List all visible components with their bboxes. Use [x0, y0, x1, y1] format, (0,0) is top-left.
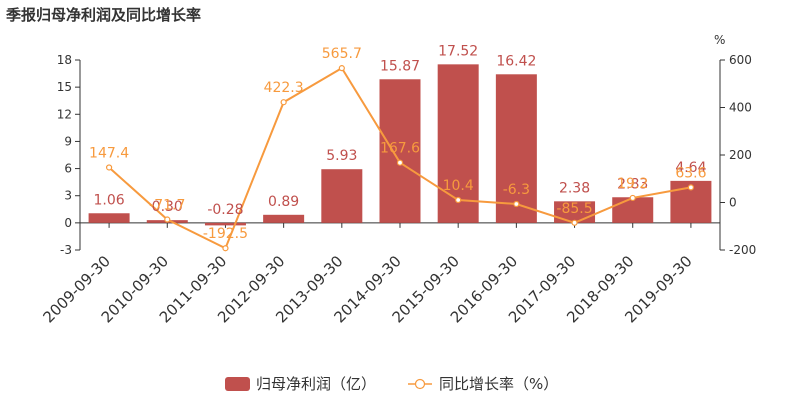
line-point	[222, 245, 229, 252]
right-tick-label: -200	[729, 243, 756, 257]
bar	[612, 197, 654, 223]
data-labels: 1.06 0.30 -0.28 0.89 5.93 15.87 17.52 16.42 2.38…	[89, 43, 707, 242]
right-tick-label: 600	[729, 53, 752, 67]
bar-value-label: 2.83	[617, 176, 648, 192]
right-tick-label: 0	[729, 196, 737, 210]
chart-title: 季报归母净利润及同比增长率	[6, 6, 201, 24]
line-value-label: -6.3	[503, 182, 530, 198]
line-value-label: 167.6	[380, 141, 420, 157]
bar-value-label: 5.93	[326, 148, 357, 164]
bar-value-label: 2.38	[559, 180, 590, 196]
line-value-label: 422.3	[264, 80, 304, 96]
bar-value-label: 17.52	[438, 43, 478, 59]
line-value-label: 147.4	[89, 145, 129, 161]
line-point	[571, 219, 578, 226]
left-tick-label: -3	[60, 243, 72, 257]
line-point	[280, 99, 287, 106]
bar	[88, 213, 130, 223]
line-point	[396, 159, 404, 166]
legend-line-label: 同比增长率（%）	[439, 375, 558, 393]
line-point	[164, 216, 171, 223]
line-value-label: 10.4	[443, 178, 474, 194]
line-value-label: 19.2	[617, 176, 648, 192]
right-tick-label: 400	[729, 101, 752, 115]
left-tick-label: 15	[57, 80, 72, 94]
legend-bar-swatch	[225, 377, 250, 391]
line-point	[338, 65, 345, 72]
bar-value-label: 4.64	[675, 160, 706, 176]
legend-bar-label: 归母净利润（亿）	[256, 375, 376, 393]
bar-series	[88, 64, 712, 226]
line-series	[105, 65, 695, 252]
line-point	[629, 194, 636, 202]
line-value-label: -85.5	[556, 201, 592, 217]
right-tick-label: 200	[729, 148, 752, 162]
left-tick-label: 0	[64, 216, 72, 230]
left-tick-label: 6	[64, 162, 72, 176]
left-tick-label: 12	[57, 107, 72, 121]
bar-value-label: 1.06	[94, 192, 125, 208]
line-value-label: -192.5	[203, 226, 248, 242]
left-tick-label: 18	[57, 53, 72, 67]
bar	[437, 64, 479, 223]
line-point	[687, 184, 695, 191]
line-point	[455, 196, 462, 204]
bar-value-label: 0.89	[268, 194, 299, 210]
line-point	[513, 200, 520, 208]
left-tick-label: 9	[64, 134, 72, 148]
legend-line-marker	[414, 378, 426, 390]
line-point	[105, 164, 113, 171]
bar-value-label: -0.28	[207, 202, 243, 218]
bar-value-label: 15.87	[380, 58, 420, 74]
line-value-label: 565.7	[322, 46, 362, 62]
right-axis-unit: %	[714, 33, 725, 47]
line-value-label: -71.7	[149, 198, 185, 214]
bar-value-label: 16.42	[496, 53, 536, 69]
bar	[321, 169, 363, 223]
bar	[379, 79, 421, 223]
legend[interactable]: 归母净利润（亿） 同比增长率（%）	[225, 375, 558, 393]
bar-value-label: 0.30	[152, 199, 183, 215]
line-value-label: 63.6	[675, 165, 706, 181]
bar	[204, 222, 246, 226]
bar	[263, 214, 305, 223]
bar	[495, 74, 537, 223]
left-tick-label: 3	[64, 189, 72, 203]
